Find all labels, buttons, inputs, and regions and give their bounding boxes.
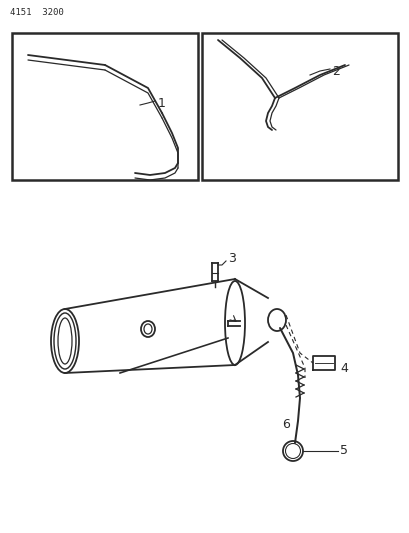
Bar xyxy=(12,33,198,180)
Text: 3: 3 xyxy=(227,252,235,264)
Bar xyxy=(202,33,397,180)
Text: 5: 5 xyxy=(339,445,347,457)
Text: 2: 2 xyxy=(331,64,339,77)
Text: 4: 4 xyxy=(339,361,347,375)
Text: 4151  3200: 4151 3200 xyxy=(10,8,63,17)
Text: 6: 6 xyxy=(281,418,289,432)
Text: 1: 1 xyxy=(157,96,166,109)
